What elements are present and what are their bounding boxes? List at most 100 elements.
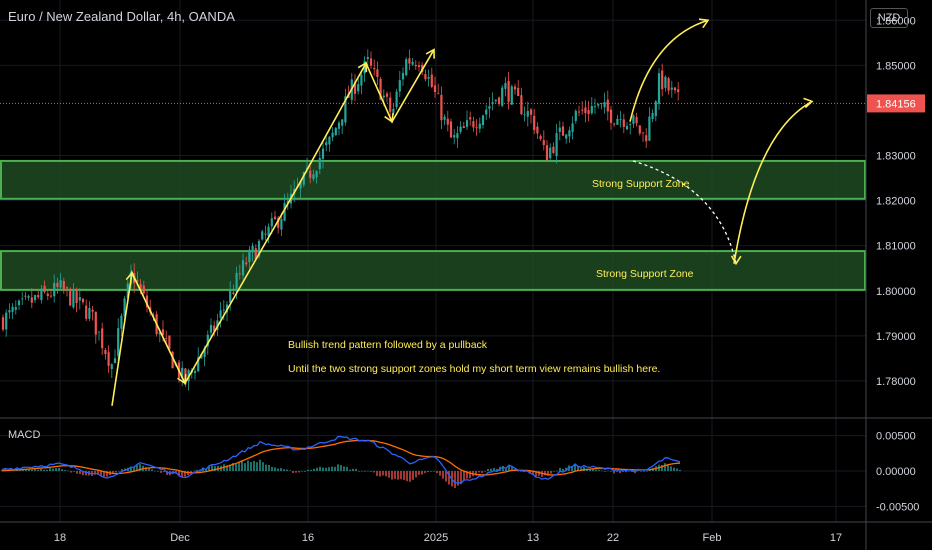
macd-histogram-bar (61, 469, 63, 472)
macd-histogram-bar (385, 471, 387, 477)
candle-body (49, 295, 53, 297)
candle-body (251, 245, 254, 253)
candle-body (53, 282, 56, 297)
macd-histogram-bar (184, 471, 186, 477)
candle-body (411, 61, 414, 65)
candle-body (587, 110, 590, 115)
macd-histogram-bar (34, 468, 36, 472)
candle-body (325, 142, 328, 146)
candle-body (619, 119, 622, 120)
macd-histogram-bar (235, 464, 237, 472)
macd-histogram-bar (238, 462, 240, 472)
candle-body (1, 317, 5, 330)
candle-body (94, 311, 97, 335)
zone-label: Strong Support Zone (592, 178, 690, 190)
candle-body (337, 122, 341, 129)
macd-histogram-bar (103, 471, 105, 477)
candle-body (590, 106, 593, 114)
candle-body (88, 307, 91, 319)
currency-button[interactable]: NZD (870, 8, 908, 28)
macd-histogram-bar (58, 468, 60, 472)
macd-histogram-bar (373, 471, 375, 473)
candle-body (568, 130, 571, 137)
macd-histogram-bar (574, 463, 576, 472)
macd-histogram-bar (226, 465, 228, 472)
macd-histogram-bar (139, 464, 141, 472)
candle-body (465, 120, 469, 127)
macd-histogram-bar (661, 465, 663, 472)
macd-histogram-bar (562, 468, 564, 472)
macd-histogram-bar (160, 471, 162, 473)
candle-body (373, 67, 376, 70)
candle-body (261, 231, 264, 240)
macd-histogram-bar (313, 468, 315, 472)
macd-histogram-bar (415, 471, 417, 478)
candle-body (309, 170, 312, 178)
candle-body (209, 324, 213, 333)
macd-histogram-bar (400, 471, 402, 480)
macd-histogram-bar (625, 471, 627, 473)
macd-title: MACD (8, 429, 40, 441)
candle-body (430, 74, 433, 88)
macd-histogram-bar (265, 464, 267, 472)
time-tick-label: 18 (54, 532, 66, 544)
candle-body (545, 145, 549, 161)
macd-histogram-bar (640, 470, 642, 472)
candle-body (616, 118, 619, 125)
candle-body (245, 262, 248, 265)
candle-body (193, 371, 197, 374)
candle-body (427, 77, 430, 79)
candle-body (78, 297, 81, 301)
candle-body (120, 315, 123, 329)
candle-body (318, 157, 321, 170)
macd-histogram-bar (37, 469, 39, 472)
macd-histogram-bar (208, 466, 210, 472)
macd-histogram-bar (496, 468, 498, 472)
candle-body (357, 84, 360, 92)
macd-histogram-bar (310, 469, 312, 472)
candle-body (398, 80, 401, 92)
macd-histogram-bar (622, 471, 624, 472)
candle-body (110, 364, 113, 370)
macd-histogram-bar (355, 468, 357, 472)
macd-histogram-bar (316, 467, 318, 472)
macd-histogram-bar (670, 466, 672, 472)
macd-histogram-bar (145, 467, 147, 472)
macd-histogram-bar (445, 471, 447, 482)
macd-histogram-bar (448, 471, 450, 485)
candle-body (24, 295, 27, 297)
macd-histogram-bar (436, 471, 438, 474)
macd-histogram-bar (64, 470, 66, 472)
candle-body (145, 295, 149, 308)
candle-body (280, 218, 283, 230)
candle-body (453, 135, 456, 138)
macd-histogram-bar (664, 463, 666, 472)
macd-histogram-bar (271, 466, 273, 472)
macd-histogram-bar (85, 471, 87, 476)
candle-body (331, 132, 334, 138)
macd-histogram-bar (424, 471, 426, 474)
candle-body (613, 123, 616, 125)
macd-histogram-bar (379, 471, 381, 477)
macd-histogram-bar (535, 471, 537, 477)
candle-body (181, 367, 184, 379)
zone-label: Strong Support Zone (596, 268, 694, 280)
macd-histogram-bar (517, 470, 519, 472)
price-tick-label: 1.85000 (876, 60, 916, 72)
macd-histogram-bar (565, 467, 567, 472)
candle-body (603, 102, 606, 108)
macd-tick-label: -0.00500 (876, 501, 919, 513)
candle-body (389, 97, 392, 112)
macd-histogram-bar (148, 468, 150, 472)
candle-body (235, 272, 238, 293)
candle-body (472, 121, 475, 128)
price-tick-label: 1.78000 (876, 376, 916, 388)
macd-histogram-bar (457, 471, 459, 486)
candle-body (641, 132, 645, 134)
candle-body (606, 99, 609, 112)
macd-histogram-bar (439, 471, 441, 476)
macd-histogram-bar (616, 471, 618, 472)
macd-histogram-bar (412, 471, 414, 480)
candle-body (385, 93, 389, 97)
candle-body (529, 109, 533, 115)
